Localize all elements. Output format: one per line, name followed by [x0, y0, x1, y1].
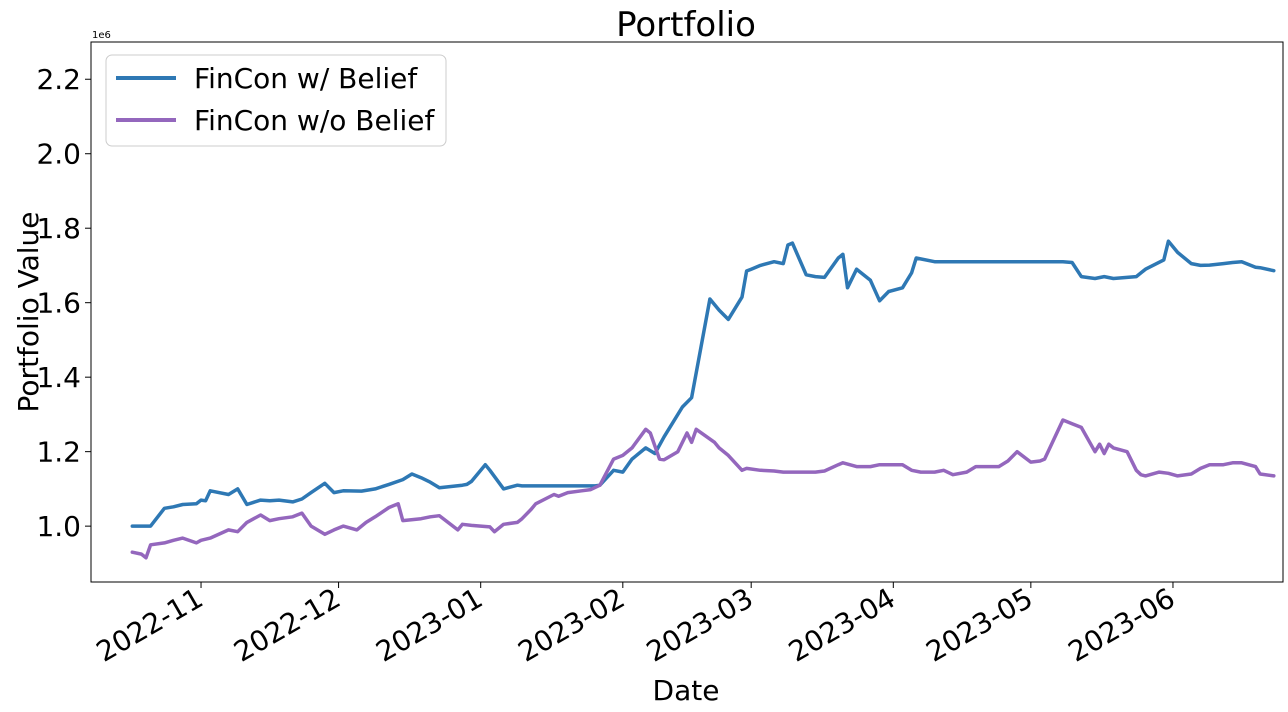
x-tick-label: 2022-12 — [228, 581, 346, 668]
plot-area — [90, 41, 1284, 583]
legend-box — [105, 54, 447, 147]
y-tick-label: 1.2 — [36, 436, 81, 469]
y-axis: 1.0 1.2 1.4 1.6 1.8 2.0 2.2 — [36, 63, 91, 543]
x-tick-label: 2023-02 — [512, 581, 630, 668]
y-tick-label: 1.0 — [36, 510, 81, 543]
x-tick-label: 2023-04 — [783, 581, 901, 668]
y-tick-label: 2.2 — [36, 63, 81, 96]
y-tick-label: 1.4 — [36, 361, 81, 394]
y-tick-label: 1.6 — [36, 287, 81, 320]
x-axis-label: Date — [653, 674, 720, 707]
x-tick-label: 2022-11 — [91, 581, 209, 668]
y-axis-offset-label: 1e6 — [92, 30, 111, 41]
x-tick-label: 2023-01 — [370, 581, 488, 668]
y-tick-label: 2.0 — [36, 138, 81, 171]
y-tick-label: 1.8 — [36, 212, 81, 245]
legend-label-without-belief: FinCon w/o Belief — [194, 104, 436, 137]
plot-frame — [90, 41, 1284, 583]
x-axis: 2022-11 2022-12 2023-01 2023-02 2023-03 2023-… — [91, 581, 1181, 668]
series-line-without-belief — [130, 418, 1276, 560]
legend-label-with-belief: FinCon w/ Belief — [194, 62, 418, 95]
x-tick-label: 2023-05 — [921, 581, 1039, 668]
series-group — [130, 239, 1276, 560]
series-line-with-belief — [130, 239, 1276, 528]
x-tick-label: 2023-03 — [641, 581, 759, 668]
legend: FinCon w/ Belief FinCon w/o Belief — [105, 54, 447, 147]
y-axis-label: Portfolio Value — [12, 212, 45, 413]
chart-title: Portfolio — [616, 5, 756, 45]
x-tick-label: 2023-06 — [1063, 581, 1181, 668]
